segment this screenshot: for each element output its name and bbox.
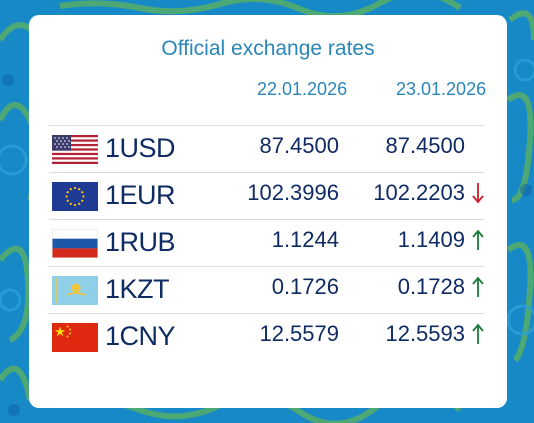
rate-current: 87.4500 [385,133,465,158]
eu-flag-icon [52,182,98,211]
date-current: 23.01.2026 [396,79,487,99]
rate-previous: 87.4500 [259,133,339,158]
us-flag-icon [52,135,98,164]
currency-code: 1CNY [105,321,176,351]
currency-code: 1EUR [105,180,176,210]
rate-current: 1.1409 [397,227,465,252]
rate-row-kzt: 1KZT 0.1726 0.1728 [49,266,485,313]
rate-row-usd: 1USD 87.4500 87.4500 [49,125,485,172]
rate-row-eur: 1EUR 102.3996 102.2203 [49,172,485,219]
rate-previous: 102.3996 [247,180,339,205]
arrow-up-icon [472,276,484,297]
rate-current: 0.1728 [397,274,465,299]
exchange-rates-card: Official exchange rates 22.01.2026 23.01… [29,15,507,408]
rate-previous: 1.1244 [271,227,339,252]
rate-previous: 0.1726 [271,274,339,299]
rate-current: 102.2203 [373,180,465,205]
currency-code: 1USD [105,133,176,163]
arrow-up-icon [472,323,484,344]
currency-code: 1KZT [105,274,170,304]
rate-previous: 12.5579 [259,321,339,346]
cn-flag-icon [52,323,98,352]
rate-current: 12.5593 [385,321,465,346]
currency-code: 1RUB [105,227,176,257]
rate-row-rub: 1RUB 1.1244 1.1409 [49,219,485,266]
arrow-down-icon [472,183,484,204]
arrow-up-icon [472,229,484,250]
card-title: Official exchange rates [161,37,375,60]
date-previous: 22.01.2026 [257,79,348,99]
kz-flag-icon [52,276,98,305]
ru-flag-icon [52,229,98,258]
rates-table: 1USD 87.4500 87.4500 1EUR 102.3996 10 [49,125,485,360]
rate-row-cny: 1CNY 12.5579 12.5593 [49,313,485,360]
